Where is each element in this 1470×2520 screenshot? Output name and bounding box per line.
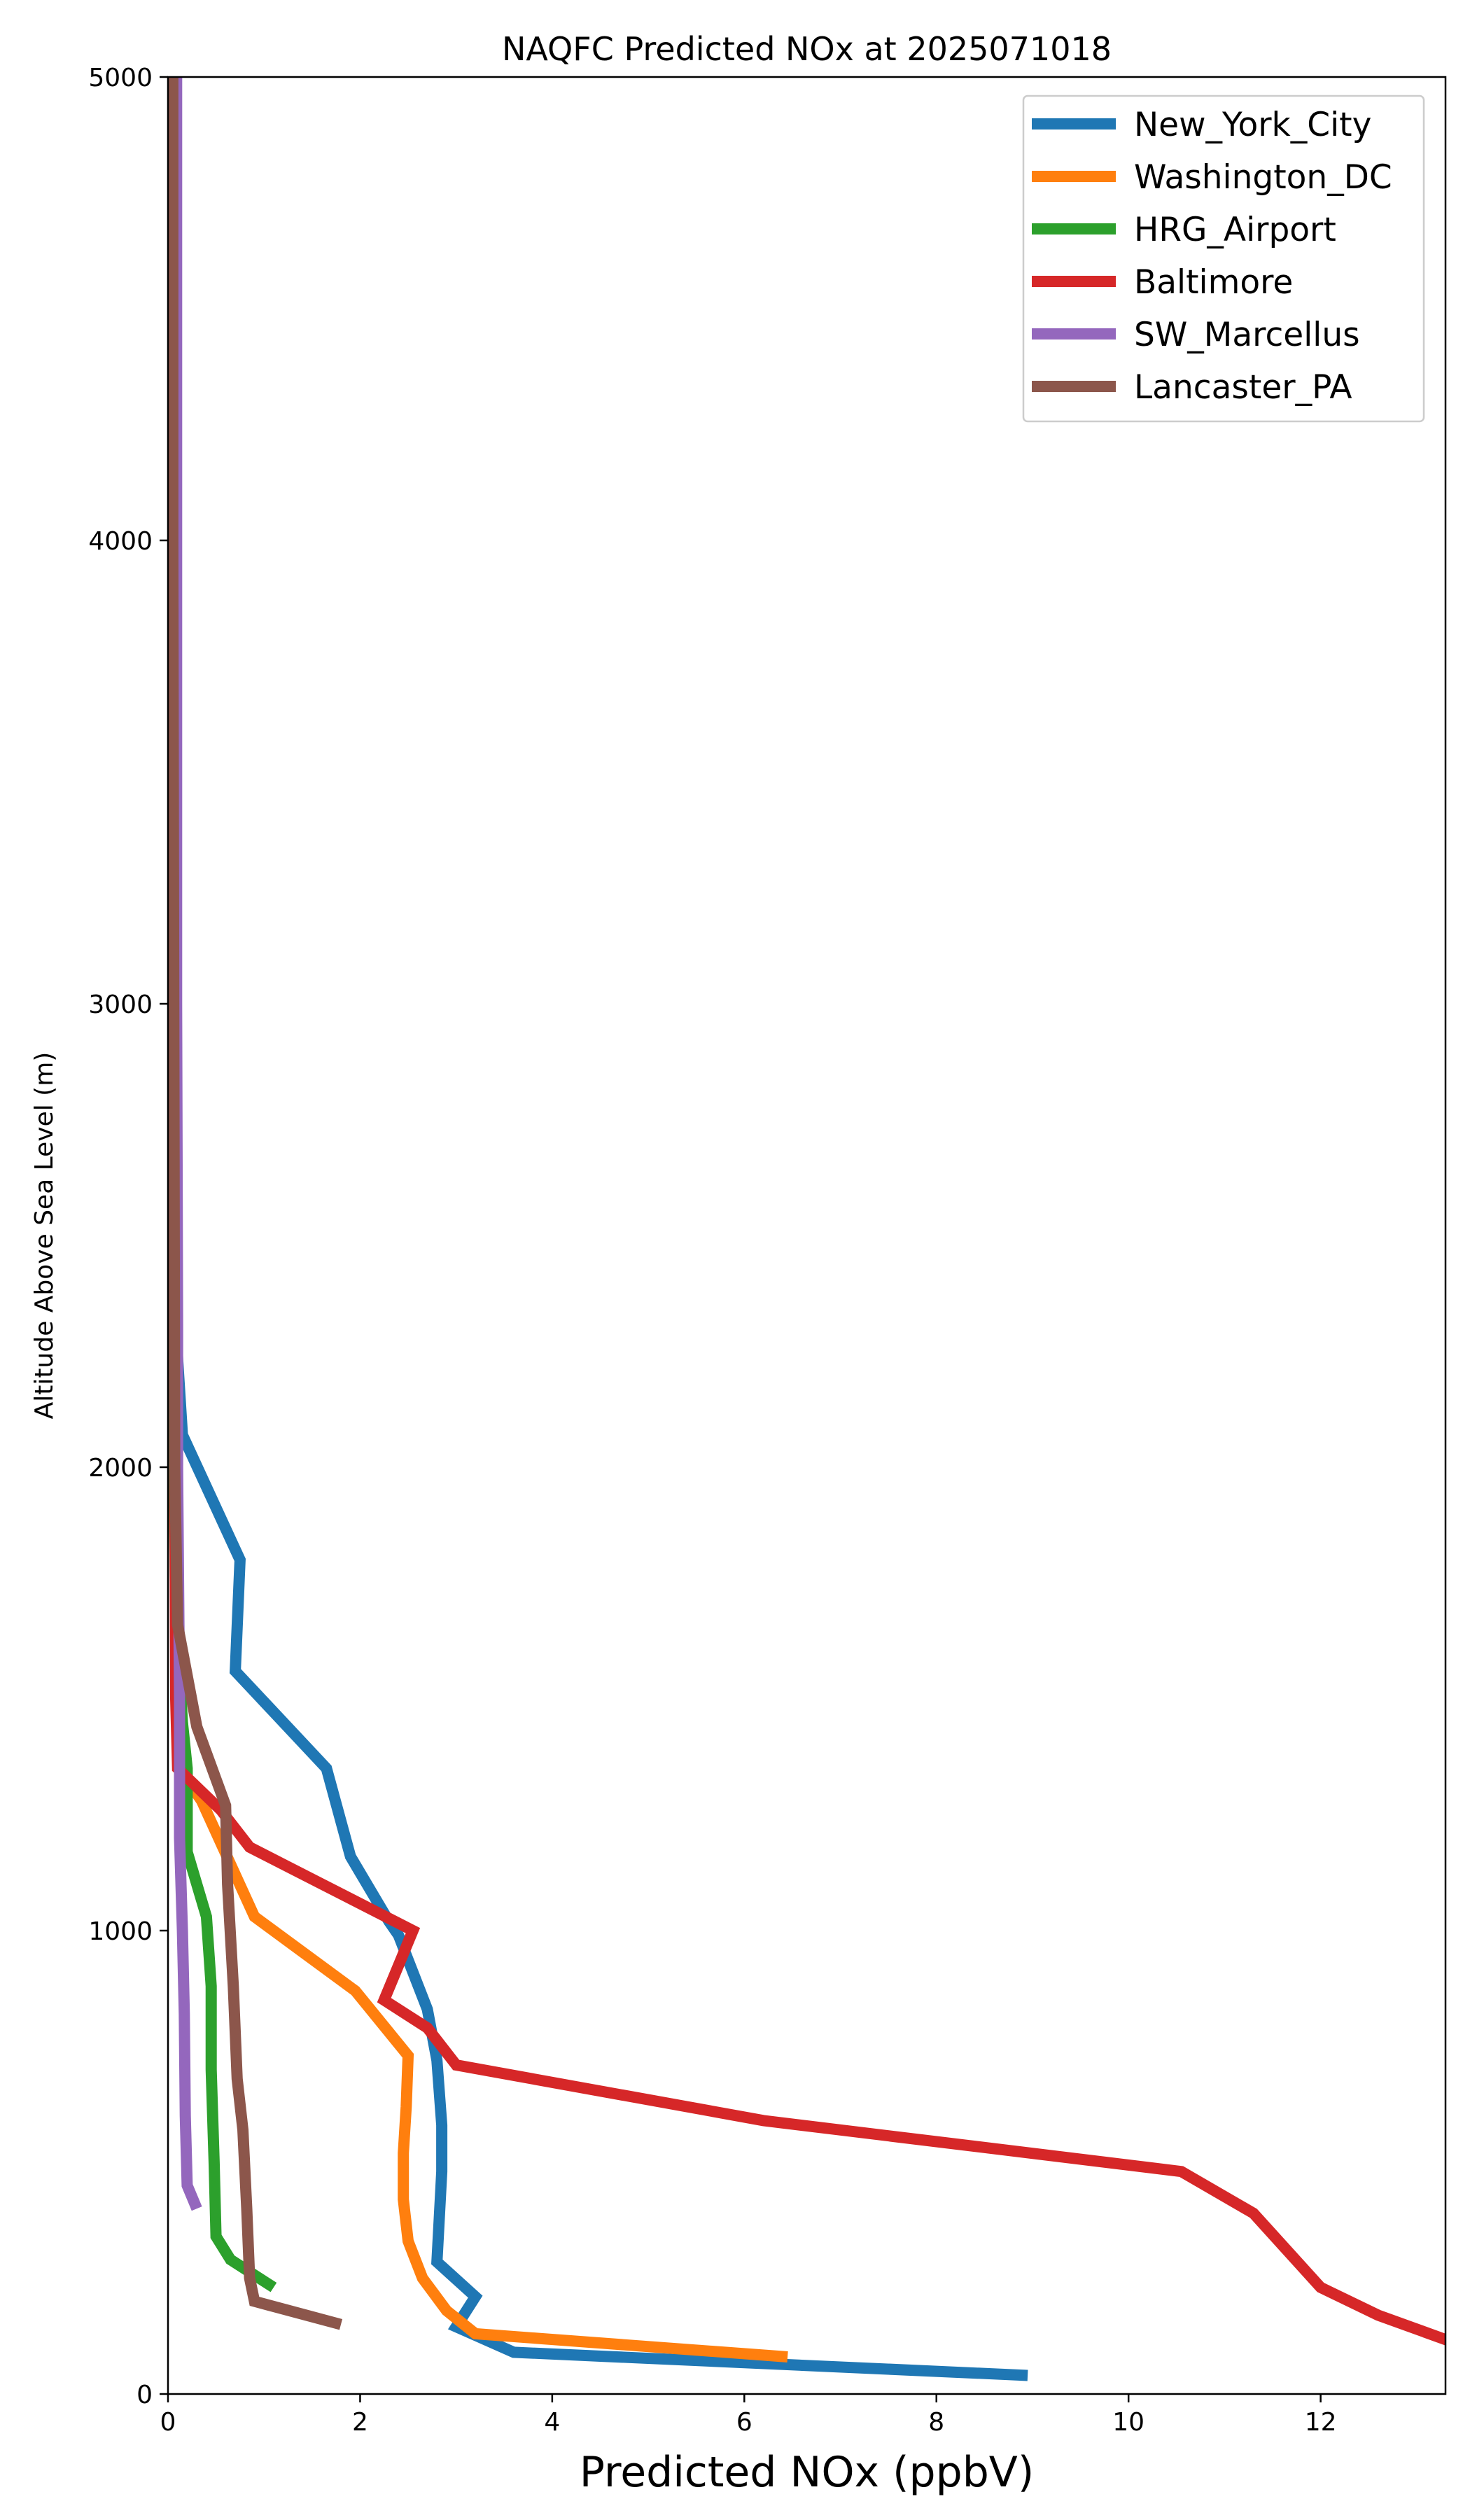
x-axis: 0 2 4 6 8 10 12 [160, 2394, 1337, 2437]
series-line-lancaster-pa [168, 77, 343, 2330]
chart-title: NAQFC Predicted NOx at 2025071018 [502, 30, 1112, 68]
y-tick-label: 2000 [88, 1454, 153, 1483]
x-tick-label: 12 [1305, 2408, 1337, 2437]
y-tick-label: 1000 [88, 1917, 153, 1946]
y-axis: 0 1000 2000 3000 4000 5000 [88, 64, 168, 2409]
legend-label: HRG_Airport [1134, 211, 1336, 249]
x-tick-label: 8 [928, 2408, 944, 2437]
legend-label: SW_Marcellus [1134, 316, 1360, 354]
legend-label: New_York_City [1134, 106, 1371, 144]
x-tick-label: 6 [736, 2408, 752, 2437]
y-axis-label: Altitude Above Sea Level (m) [30, 1052, 59, 1420]
legend-label: Washington_DC [1134, 158, 1392, 197]
series-layer [168, 77, 1446, 2381]
x-tick-label: 0 [160, 2408, 176, 2437]
x-tick-label: 10 [1112, 2408, 1144, 2437]
plot-frame [167, 76, 1447, 2395]
legend: New_York_City Washington_DC HRG_Airport Bal… [1022, 94, 1425, 423]
legend-label: Baltimore [1134, 263, 1293, 302]
y-tick-label: 0 [136, 2381, 153, 2409]
legend-label: Lancaster_PA [1134, 368, 1352, 407]
y-tick-label: 5000 [88, 64, 153, 92]
x-axis-label: Predicted NOx (ppbV) [580, 2448, 1035, 2497]
y-tick-label: 3000 [88, 990, 153, 1019]
legend-box [1022, 94, 1425, 423]
x-tick-label: 4 [544, 2408, 560, 2437]
x-tick-label: 2 [352, 2408, 368, 2437]
y-tick-label: 4000 [88, 527, 153, 556]
